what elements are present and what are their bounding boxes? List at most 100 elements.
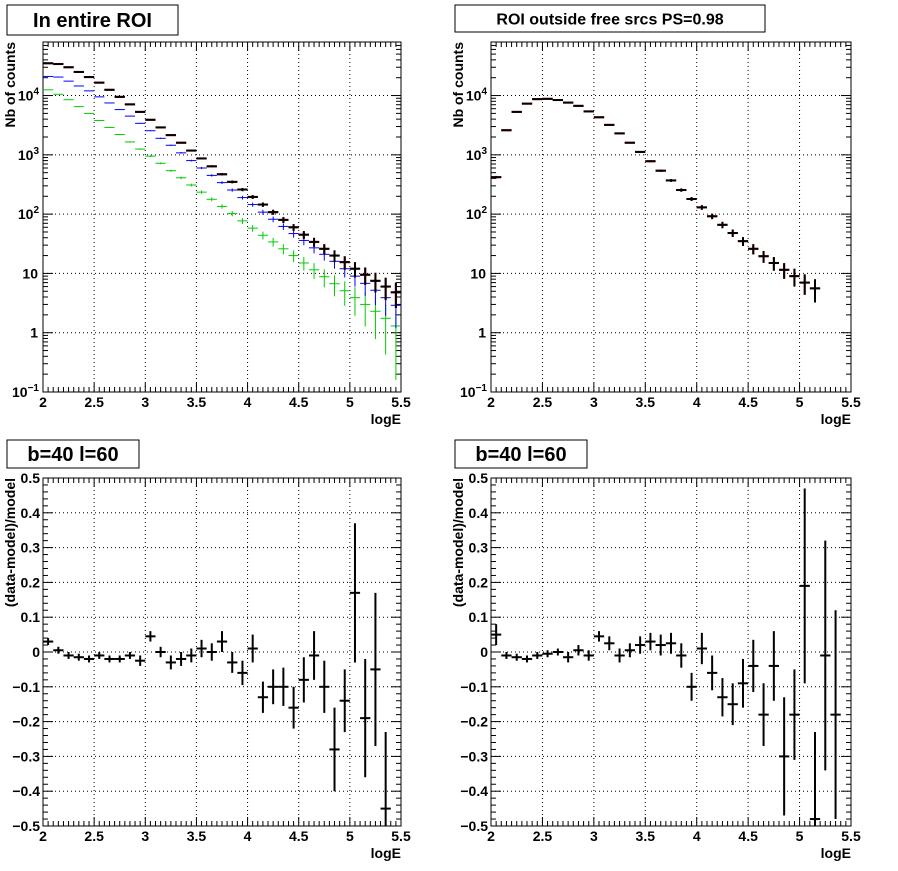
- data-point-data: [748, 639, 759, 693]
- plot-panel-3: 2 2.5 3 3.5 4 4.5 5 5.5 −0.5 −0.4 −0.3 −0.2 −0.1 0 0.1…: [2, 439, 411, 861]
- x-tick-label: 2.5: [84, 394, 104, 410]
- x-tick-label: 2.5: [533, 828, 553, 844]
- data-point-data: [175, 652, 187, 666]
- data-point-data: [94, 652, 105, 659]
- data-point-data: [614, 648, 625, 663]
- series-data: [491, 97, 821, 303]
- data-point-data: [799, 274, 810, 295]
- data-point-data: [604, 636, 615, 651]
- data-point-green: [175, 176, 187, 180]
- data-point-green: [63, 99, 74, 101]
- y-tick-label: 0: [480, 644, 488, 660]
- y-tick-label: 0.3: [21, 540, 41, 556]
- data-point-data: [145, 118, 156, 121]
- x-axis-title: logE: [821, 411, 851, 427]
- x-tick-label: 3: [141, 394, 149, 410]
- data-point-data: [624, 141, 635, 144]
- data-point-data: [237, 187, 248, 192]
- y-tick-label: 0: [32, 644, 40, 660]
- data-point-data: [196, 157, 207, 160]
- y-tick-label: 0.5: [469, 470, 489, 486]
- data-point-data: [614, 132, 625, 135]
- data-point-data: [186, 648, 197, 663]
- y-tick-label: 1: [30, 325, 38, 341]
- plot-title: b=40 l=60: [475, 444, 566, 466]
- x-tick-label: 5: [346, 394, 354, 410]
- data-point-data: [521, 655, 533, 663]
- data-point-blue: [237, 195, 248, 200]
- data-point-blue: [216, 181, 228, 185]
- data-point-data: [247, 195, 258, 199]
- x-tick-label: 4: [244, 394, 252, 410]
- data-point-data: [83, 655, 95, 663]
- data-point-data: [145, 631, 156, 642]
- x-tick-label: 4: [693, 394, 701, 410]
- data-point-blue: [145, 130, 156, 132]
- data-point-data: [278, 667, 289, 706]
- series-data: [43, 62, 401, 309]
- data-point-data: [114, 95, 125, 98]
- data-point-data: [175, 141, 187, 144]
- y-tick-label: 10: [22, 265, 38, 281]
- x-tick-label: 5.5: [391, 828, 411, 844]
- plot-title: b=40 l=60: [27, 444, 118, 466]
- data-point-blue: [227, 188, 238, 192]
- data-point-data: [593, 116, 605, 119]
- data-point-green: [114, 133, 125, 136]
- data-point-data: [542, 97, 553, 100]
- y-tick-label: 102: [466, 205, 488, 222]
- data-point-green: [329, 275, 340, 297]
- data-point-data: [165, 134, 176, 137]
- data-point-data: [676, 643, 687, 668]
- data-point-blue: [288, 230, 299, 238]
- data-point-green: [155, 162, 166, 165]
- x-axis-title: logE: [821, 845, 851, 861]
- data-point-data: [552, 648, 563, 656]
- data-point-blue: [104, 102, 115, 104]
- x-tick-label: 3: [590, 828, 598, 844]
- data-point-green: [360, 292, 371, 327]
- grid: [491, 478, 851, 826]
- data-point-data: [329, 250, 340, 263]
- y-tick-label: 102: [18, 205, 40, 222]
- x-tick-label: 2: [39, 828, 47, 844]
- data-point-blue: [165, 144, 176, 146]
- data-point-green: [268, 237, 279, 247]
- data-point-data: [737, 658, 749, 708]
- data-point-data: [268, 669, 279, 705]
- x-tick-label: 5.5: [841, 394, 861, 410]
- data-point-data: [830, 610, 841, 820]
- data-point-green: [165, 169, 176, 172]
- data-point-blue: [114, 109, 125, 111]
- data-point-data: [532, 98, 543, 101]
- data-point-data: [707, 213, 718, 220]
- y-axis-ticks: [491, 477, 851, 827]
- y-tick-label: 0.3: [469, 540, 489, 556]
- y-tick-label: 0.2: [21, 574, 41, 590]
- x-tick-label: 3: [141, 828, 149, 844]
- data-point-data: [779, 263, 790, 279]
- data-point-data: [501, 652, 512, 659]
- y-tick-label: 0.1: [469, 609, 489, 625]
- title-box: [6, 4, 179, 36]
- x-tick-label: 5: [346, 828, 354, 844]
- data-point-data: [206, 165, 217, 168]
- data-point-data: [278, 217, 289, 223]
- y-axis-title: Nb of counts: [450, 42, 466, 128]
- x-axis-title: logE: [371, 845, 401, 861]
- data-point-data: [768, 631, 779, 701]
- data-point-data: [593, 631, 605, 642]
- data-point-data: [686, 197, 697, 201]
- data-point-data: [809, 279, 821, 303]
- data-point-data: [563, 101, 574, 104]
- data-point-data: [696, 632, 707, 665]
- data-point-blue: [175, 152, 187, 154]
- data-point-data: [155, 126, 166, 129]
- x-tick-label: 5.5: [391, 394, 411, 410]
- data-point-data: [247, 634, 258, 663]
- data-point-data: [676, 188, 687, 192]
- x-tick-label: 2: [487, 828, 495, 844]
- data-point-data: [655, 634, 666, 656]
- data-point-data: [308, 237, 320, 247]
- x-tick-label: 2.5: [84, 828, 104, 844]
